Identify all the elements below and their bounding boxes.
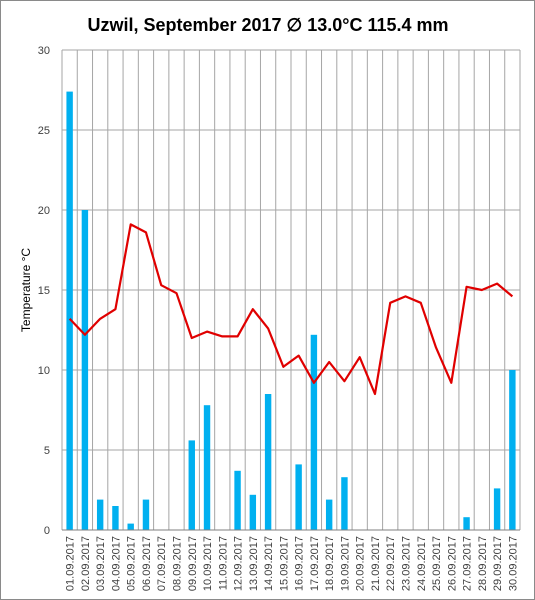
- x-tick-label: 16.09.2017: [294, 536, 306, 591]
- precipitation-bar: [66, 91, 73, 530]
- x-tick-label: 14.09.2017: [263, 536, 275, 591]
- chart-title: Uzwil, September 2017 ∅ 13.0°C 115.4 mm: [87, 15, 448, 35]
- y-tick-label: 20: [38, 205, 50, 217]
- x-tick-label: 10.09.2017: [202, 536, 214, 591]
- precipitation-bar: [493, 488, 501, 530]
- x-tick-label: 26.09.2017: [446, 536, 458, 591]
- precipitation-bar: [234, 470, 241, 530]
- x-tick-label: 08.09.2017: [172, 536, 184, 591]
- x-tick-label: 11.09.2017: [217, 536, 229, 590]
- precipitation-bar: [341, 477, 348, 530]
- y-axis-label: Temperature °C: [19, 248, 33, 332]
- x-tick-label: 20.09.2017: [355, 536, 367, 591]
- precipitation-bar: [203, 405, 211, 530]
- x-tick-label: 05.09.2017: [126, 536, 138, 591]
- x-tick-label: 04.09.2017: [110, 536, 122, 591]
- x-tick-label: 13.09.2017: [248, 536, 260, 591]
- x-tick-label: 25.09.2017: [431, 536, 443, 591]
- precipitation-bar: [310, 334, 318, 530]
- x-tick-label: 17.09.2017: [309, 536, 321, 591]
- precipitation-bar: [264, 394, 272, 530]
- y-tick-label: 25: [38, 125, 50, 137]
- precipitation-bar: [509, 370, 516, 530]
- x-tick-label: 02.09.2017: [80, 536, 92, 591]
- precipitation-bar: [142, 499, 150, 530]
- precipitation-bar: [249, 494, 257, 530]
- x-tick-label: 24.09.2017: [416, 536, 428, 591]
- precipitation-bar: [127, 523, 134, 530]
- x-tick-label: 27.09.2017: [462, 536, 474, 591]
- x-tick-label: 12.09.2017: [233, 536, 245, 591]
- y-tick-label: 5: [44, 445, 50, 457]
- x-tick-label: 06.09.2017: [141, 536, 153, 591]
- x-tick-label: 21.09.2017: [370, 536, 382, 591]
- precipitation-bar: [112, 506, 119, 530]
- precipitation-bar: [96, 499, 104, 530]
- precipitation-bar: [325, 499, 333, 530]
- y-tick-label: 15: [38, 285, 50, 297]
- x-tick-label: 22.09.2017: [385, 536, 397, 591]
- x-tick-label: 18.09.2017: [324, 536, 336, 591]
- x-tick-label: 15.09.2017: [278, 536, 290, 591]
- x-tick-label: 09.09.2017: [187, 536, 199, 591]
- x-tick-label: 19.09.2017: [339, 536, 351, 591]
- precipitation-bar: [188, 440, 195, 530]
- x-tick-label: 03.09.2017: [95, 536, 107, 591]
- precipitation-bar: [463, 517, 470, 530]
- x-tick-label: 28.09.2017: [477, 536, 489, 591]
- x-tick-label: 29.09.2017: [492, 536, 504, 591]
- y-tick-label: 10: [38, 365, 50, 377]
- x-tick-label: 01.09.2017: [65, 536, 77, 591]
- temperature-line: [68, 223, 514, 396]
- x-tick-label: 23.09.2017: [401, 536, 413, 591]
- y-tick-label: 30: [38, 45, 50, 57]
- x-tick-label: 07.09.2017: [156, 536, 168, 591]
- precipitation-bar: [81, 210, 89, 530]
- precipitation-bar: [295, 464, 302, 530]
- y-tick-label: 0: [44, 525, 50, 537]
- x-tick-label: 30.09.2017: [507, 536, 519, 591]
- plot-area: 0 5 10 15 20 25 30 01.09.2017 02.09.2017 03.09.20…: [38, 45, 521, 591]
